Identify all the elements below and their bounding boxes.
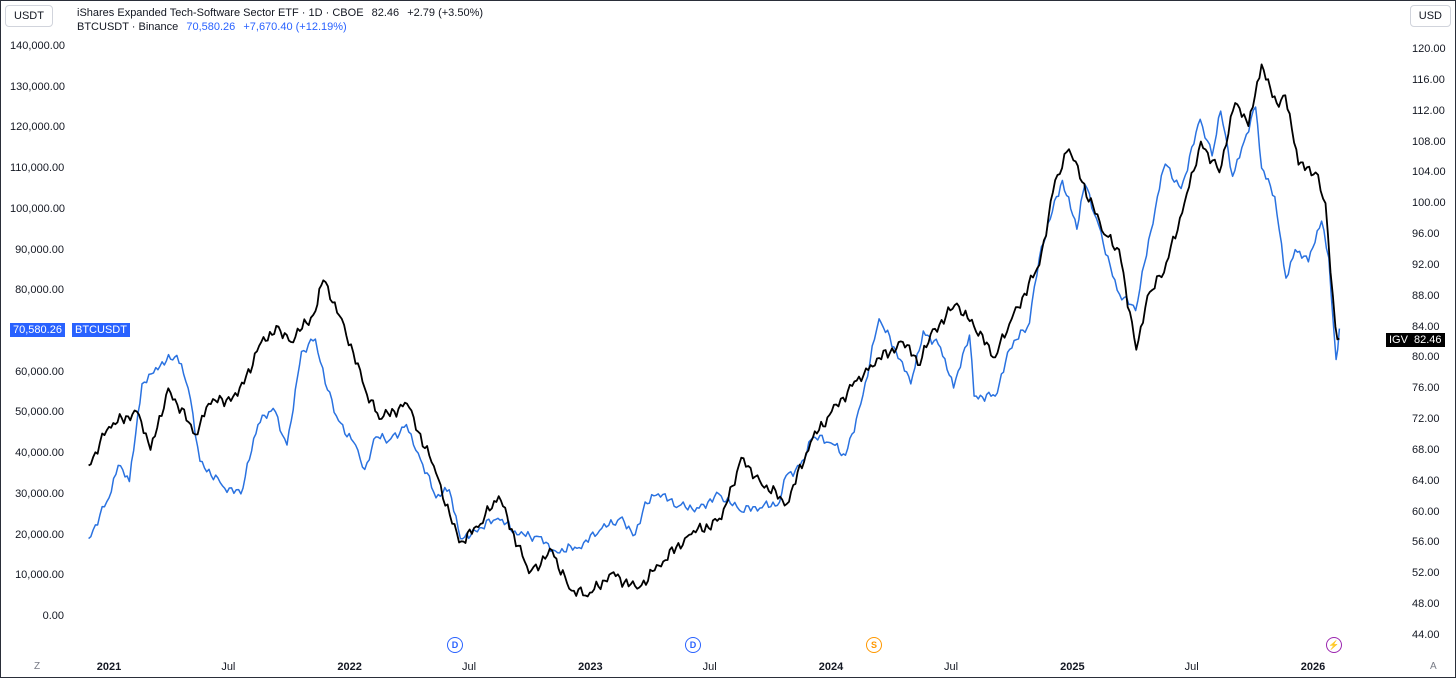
left-axis-tick: 90,000.00 (15, 243, 64, 256)
left-axis-tick: 80,000.00 (15, 284, 64, 297)
right-axis-tick: 96.00 (1412, 228, 1440, 241)
legend-btc-change: +7,670.40 (+12.19%) (243, 21, 347, 33)
left-axis-tick: 0.00 (42, 610, 64, 622)
right-axis-tick: 100.00 (1412, 197, 1446, 210)
event-marker[interactable]: D (447, 637, 463, 653)
right-axis-tick: 88.00 (1412, 289, 1440, 302)
right-axis-tick: 68.00 (1412, 443, 1440, 456)
left-axis-tick: 10,000.00 (15, 569, 64, 582)
left-axis-tick: 130,000.00 (10, 80, 66, 93)
right-axis-tick: 108.00 (1412, 135, 1446, 148)
event-marker[interactable]: S (866, 637, 882, 653)
igv-symbol-tag: IGV (1386, 333, 1411, 347)
btcusdt-series-line (88, 106, 1341, 554)
left-axis-tick: 60,000.00 (15, 365, 64, 378)
right-axis-tick: 92.00 (1412, 258, 1440, 271)
right-axis-tick: 72.00 (1412, 413, 1440, 426)
right-axis-tick: 112.00 (1412, 104, 1445, 117)
left-axis-tick: 120,000.00 (10, 121, 66, 134)
time-axis-tick: 2022 (337, 661, 362, 673)
btc-symbol-tag: BTCUSDT (72, 323, 130, 337)
event-marker[interactable]: D (685, 637, 701, 653)
time-axis-tick: 2024 (818, 661, 844, 673)
left-axis-tick: 110,000.00 (10, 162, 65, 175)
btc-last-price-tag: 70,580.26 (10, 323, 65, 337)
left-axis-tick: 40,000.00 (15, 447, 64, 460)
left-axis-tick: 30,000.00 (15, 487, 64, 500)
time-axis-tick: Jul (943, 661, 959, 673)
legend-btc-price: 70,580.26 (186, 21, 236, 33)
time-axis-tick: Jul (1184, 661, 1199, 673)
right-axis-tick: 52.00 (1412, 567, 1440, 580)
right-axis-tick: 64.00 (1412, 474, 1440, 487)
igv-last-price-tag: 82.46 (1411, 333, 1445, 347)
legend-igv-price: 82.46 (371, 7, 400, 19)
legend-igv-title: iShares Expanded Tech-Software Sector ET… (77, 7, 364, 19)
time-axis-tick: 2026 (1300, 661, 1326, 673)
right-axis-tick: 44.00 (1412, 629, 1440, 641)
timezone-button[interactable]: Z (34, 661, 41, 672)
right-currency-button[interactable]: USD (1409, 5, 1451, 27)
legend-igv[interactable]: iShares Expanded Tech-Software Sector ET… (77, 7, 488, 19)
right-axis-tick: 80.00 (1412, 351, 1440, 364)
event-marker[interactable]: ⚡ (1326, 637, 1342, 653)
right-axis-tick: 116.00 (1412, 73, 1445, 86)
time-axis-tick: Jul (221, 661, 236, 673)
right-axis-tick: 120.00 (1412, 43, 1446, 55)
time-axis-tick: 2025 (1060, 661, 1085, 673)
time-axis-tick: Jul (702, 661, 717, 673)
left-axis-tick: 20,000.00 (15, 528, 64, 541)
right-axis-tick: 56.00 (1412, 536, 1440, 549)
auto-scale-button[interactable]: A (1430, 661, 1437, 672)
right-axis-tick: 48.00 (1412, 598, 1440, 611)
time-axis-tick: 2021 (96, 661, 122, 673)
right-axis-tick: 104.00 (1412, 166, 1446, 179)
igv-series-line (88, 63, 1340, 598)
time-axis-tick: 2023 (578, 661, 603, 673)
legend-btc-title: BTCUSDT · Binance (77, 21, 179, 33)
right-axis-tick: 60.00 (1412, 505, 1440, 518)
left-axis-tick: 140,000.00 (10, 40, 66, 52)
right-axis-tick: 76.00 (1412, 382, 1440, 395)
time-axis-tick: Jul (461, 661, 477, 673)
right-axis-tick: 84.00 (1412, 320, 1440, 333)
left-currency-button[interactable]: USDT (5, 5, 53, 27)
legend-igv-change: +2.79 (+3.50%) (407, 7, 484, 19)
legend-btcusdt[interactable]: BTCUSDT · Binance 70,580.26 +7,670.40 (+… (77, 21, 352, 33)
left-axis-tick: 100,000.00 (10, 202, 66, 215)
left-axis-tick: 50,000.00 (15, 406, 64, 419)
